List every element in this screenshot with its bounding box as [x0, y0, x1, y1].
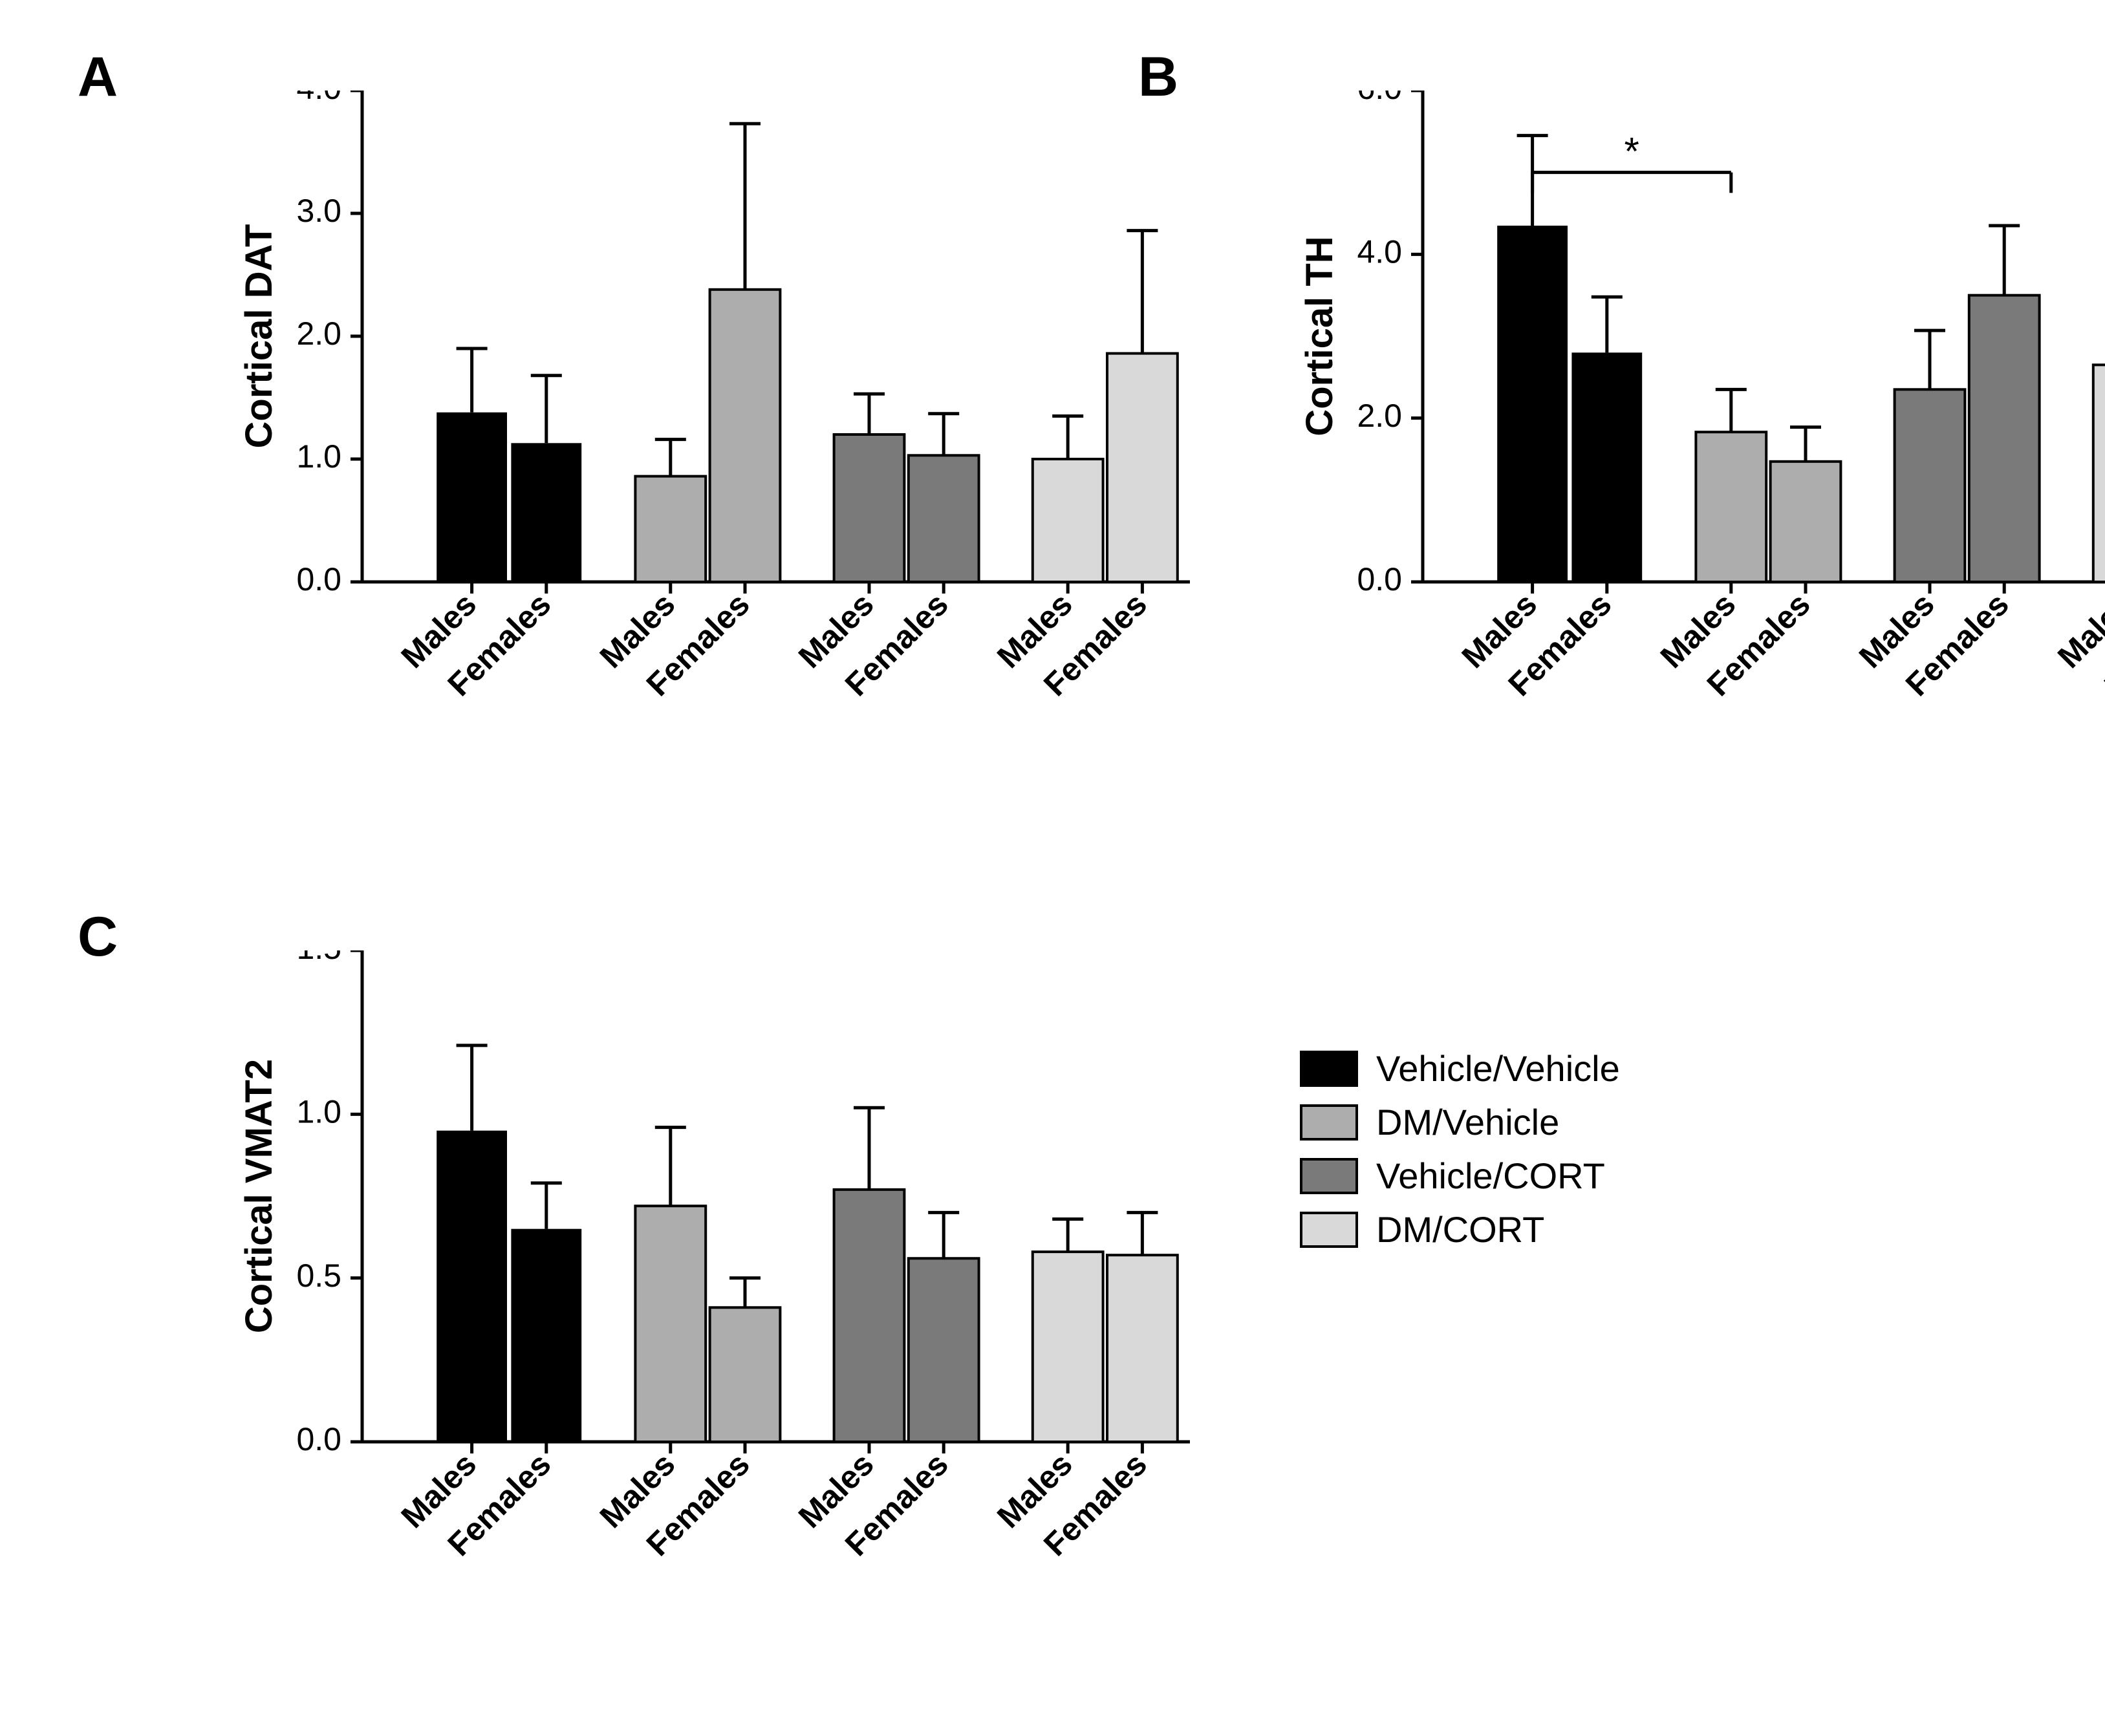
legend-item-vehicle-vehicle: Vehicle/Vehicle [1300, 1047, 1620, 1089]
svg-text:0.0: 0.0 [296, 561, 341, 597]
svg-text:4.0: 4.0 [296, 91, 341, 106]
legend-swatch [1300, 1212, 1358, 1248]
svg-text:6.0: 6.0 [1357, 91, 1402, 106]
y-axis-label: Cortical TH [1299, 236, 1341, 436]
legend-swatch [1300, 1104, 1358, 1141]
legend-item-vehicle-cort: Vehicle/CORT [1300, 1155, 1620, 1197]
panel-label-c: C [78, 905, 118, 969]
legend-label: Vehicle/CORT [1376, 1155, 1605, 1197]
svg-text:4.0: 4.0 [1357, 234, 1402, 270]
chart-cortical-vmat2: 0.00.51.01.5Cortical VMAT2MalesFemalesMa… [233, 950, 1061, 1639]
legend: Vehicle/Vehicle DM/Vehicle Vehicle/CORT … [1300, 1047, 1620, 1262]
legend-item-dm-cort: DM/CORT [1300, 1208, 1620, 1250]
svg-text:0.0: 0.0 [296, 1421, 341, 1457]
svg-text:2.0: 2.0 [296, 316, 341, 352]
svg-text:1.0: 1.0 [296, 438, 341, 475]
y-axis-label: Cortical DAT [238, 224, 280, 449]
legend-label: Vehicle/Vehicle [1376, 1047, 1620, 1089]
legend-label: DM/Vehicle [1376, 1101, 1559, 1143]
svg-text:1.0: 1.0 [296, 1094, 341, 1130]
legend-label: DM/CORT [1376, 1208, 1544, 1250]
chart-cortical-dat: 0.01.02.03.04.0Cortical DATMalesFemalesM… [233, 91, 1061, 779]
svg-text:3.0: 3.0 [296, 193, 341, 229]
legend-swatch [1300, 1051, 1358, 1087]
legend-item-dm-vehicle: DM/Vehicle [1300, 1101, 1620, 1143]
svg-text:Males: Males [2051, 586, 2105, 675]
svg-text:2.0: 2.0 [1357, 398, 1402, 434]
svg-text:0.5: 0.5 [296, 1258, 341, 1294]
chart-cortical-th: 0.02.04.06.0Cortical THMalesFemalesMales… [1293, 91, 2105, 779]
figure-root: A B C 0.01.02.03.04.0Cortical DATMalesFe… [0, 0, 2105, 1736]
svg-text:0.0: 0.0 [1357, 561, 1402, 597]
svg-text:*: * [1625, 130, 1639, 173]
legend-swatch [1300, 1158, 1358, 1194]
svg-text:1.5: 1.5 [296, 950, 341, 966]
panel-label-a: A [78, 45, 118, 109]
y-axis-label: Cortical VMAT2 [238, 1059, 280, 1333]
